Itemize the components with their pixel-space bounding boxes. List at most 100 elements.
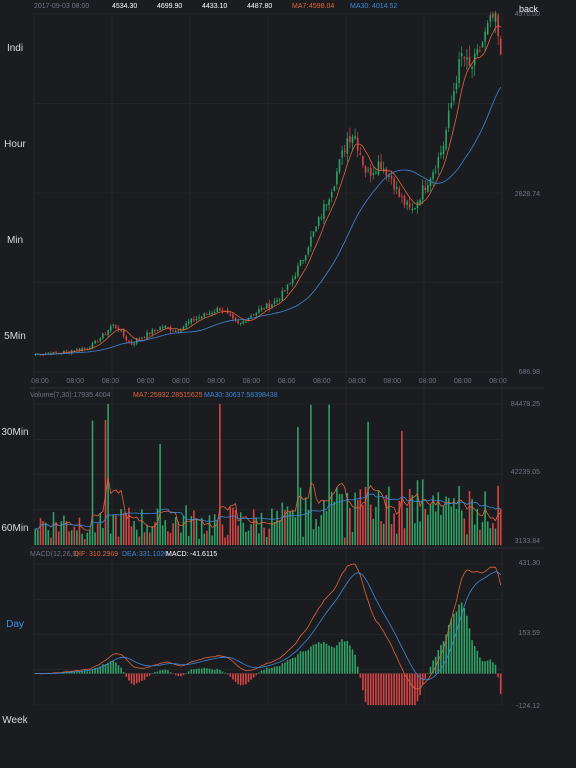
sidebar-item-5min[interactable]: 5Min <box>4 331 26 342</box>
macd-bar <box>193 669 195 674</box>
macd-bar <box>141 673 143 681</box>
candle-body <box>81 348 83 352</box>
candle-body <box>34 354 37 356</box>
candle-body <box>388 174 390 177</box>
kline-chart[interactable]: 2017-09-03 08:00 4534.30 4699.90 4433.10… <box>30 0 544 768</box>
time-tick-label: 08:00 <box>66 378 84 385</box>
volume-bar <box>190 516 193 545</box>
candle-body <box>351 136 354 143</box>
candle-body <box>268 303 271 309</box>
candle-body <box>453 91 455 101</box>
volume-bar <box>151 526 154 545</box>
volume-bar <box>50 537 52 545</box>
volume-bar <box>416 480 419 545</box>
macd-bar <box>497 673 499 678</box>
chart-area[interactable]: 2017-09-03 08:00 4534.30 4699.90 4433.10… <box>30 0 544 768</box>
volume-bar <box>193 510 195 545</box>
time-tick-label: 08:00 <box>31 378 49 385</box>
volume-bar <box>481 521 484 545</box>
macd-bar <box>437 649 440 674</box>
candle-body <box>39 354 42 356</box>
sidebar-item-hour[interactable]: Hour <box>4 139 26 150</box>
candle-body <box>320 217 323 219</box>
candle-body <box>164 325 167 329</box>
volume-bar <box>211 535 213 545</box>
macd-bar <box>286 660 289 674</box>
volume-bar <box>91 420 94 545</box>
macd-bar <box>211 669 213 674</box>
time-tick-label: 08:00 <box>137 378 155 385</box>
candle-body <box>208 313 211 315</box>
volume-bar <box>325 510 328 545</box>
sidebar-item-60min[interactable]: 60Min <box>1 523 29 534</box>
sidebar-item-day[interactable]: Day <box>6 619 24 630</box>
candle-body <box>273 300 276 304</box>
sidebar-item-indi[interactable]: Indi <box>6 43 24 54</box>
macd-bar <box>310 646 312 674</box>
candle-body <box>148 332 151 334</box>
candle-body <box>198 317 200 319</box>
candle-body <box>258 309 260 313</box>
macd-axis-max: 431.30 <box>519 560 541 567</box>
volume-bar <box>367 421 369 545</box>
macd-bar <box>492 662 494 674</box>
macd-bar <box>159 670 161 674</box>
volume-bar <box>434 511 437 545</box>
candle-body <box>104 334 107 336</box>
candle-body <box>120 330 122 332</box>
candle-body <box>107 330 109 335</box>
macd-bar <box>94 667 96 674</box>
candle-body <box>193 319 195 321</box>
volume-bar <box>174 517 177 545</box>
candle-body <box>182 326 185 331</box>
sidebar-item-30min[interactable]: 30Min <box>1 427 29 438</box>
macd-bar <box>359 673 362 678</box>
volume-bar <box>354 492 356 545</box>
volume-bar <box>57 531 60 545</box>
volume-bar <box>382 523 385 545</box>
candle-body <box>460 53 463 57</box>
volume-bar <box>96 523 99 545</box>
volume-bar <box>442 505 445 545</box>
macd-bar <box>375 673 377 705</box>
candle-body <box>203 313 206 317</box>
candle-body <box>289 282 291 285</box>
time-tick-label: 08:00 <box>348 378 366 385</box>
candle-body <box>442 146 445 155</box>
macd-bar <box>468 628 471 674</box>
macd-bar <box>343 641 346 674</box>
volume-bar <box>169 532 172 545</box>
time-axis: 08:00 08:00 08:00 08:00 08:00 08:00 08:00 08:00… <box>31 378 507 385</box>
volume-bar <box>216 520 219 545</box>
volume-bar <box>89 530 91 545</box>
candle-body <box>466 57 468 60</box>
volume-bar <box>258 533 260 545</box>
volume-bar <box>122 512 125 545</box>
macd-bar <box>271 668 273 674</box>
volume-bar <box>445 496 447 545</box>
sidebar-item-week[interactable]: Week <box>2 715 28 726</box>
macd-bar <box>213 669 216 674</box>
candle-body <box>156 330 159 332</box>
sidebar-item-min[interactable]: Min <box>6 235 24 246</box>
macd-bar <box>112 660 115 674</box>
volume-bar <box>135 529 138 545</box>
volume-bar <box>39 518 42 545</box>
macd-bar <box>362 673 364 691</box>
candle-body <box>143 337 146 339</box>
volume-bars <box>34 404 502 545</box>
volume-bar <box>398 500 401 545</box>
macd-bar <box>297 654 299 674</box>
candle-body <box>330 192 333 198</box>
back-button[interactable]: back <box>518 4 538 14</box>
macd-bar <box>479 657 481 674</box>
volume-bar <box>265 537 268 545</box>
volume-bar <box>52 512 55 545</box>
candle-body <box>445 130 447 149</box>
candle-body <box>125 336 128 341</box>
macd-bar <box>354 654 356 674</box>
volume-ma7-line <box>35 477 501 531</box>
candle-body <box>52 352 55 355</box>
candle-body <box>468 56 471 66</box>
volume-bar <box>323 500 325 545</box>
